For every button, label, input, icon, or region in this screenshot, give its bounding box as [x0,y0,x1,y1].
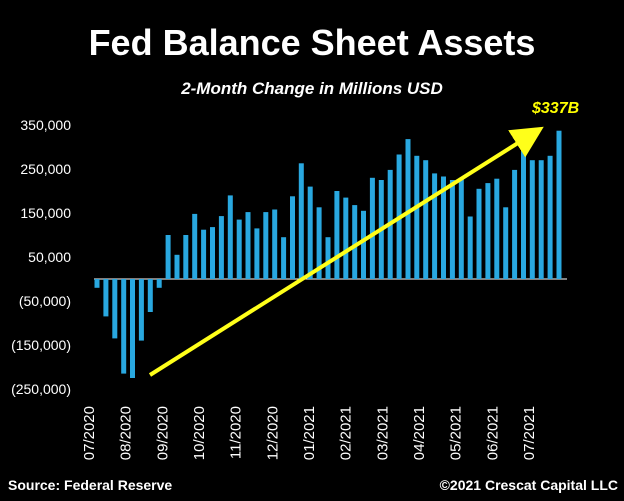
x-tick-label: 08/2020 [118,406,135,460]
bar [423,160,429,279]
y-tick-label: (250,000) [11,381,71,397]
bar [272,209,278,279]
copyright-label: ©2021 Crescat Capital LLC [439,477,618,493]
x-tick-label: 04/2021 [411,406,428,460]
x-axis: 07/2020 08/2020 09/2020 10/2020 11/2020 12/20… [81,406,538,460]
bar [112,279,118,339]
bar [165,235,171,279]
y-tick-label: (150,000) [11,337,71,353]
bar [103,279,109,317]
bar [503,207,509,279]
x-tick-label: 10/2020 [191,406,208,460]
x-tick-label: 05/2021 [448,406,465,460]
x-tick-label: 12/2020 [264,406,281,460]
bar [449,180,455,279]
bar [201,229,207,279]
bar [138,279,144,341]
bar [485,183,491,279]
bar [458,177,464,279]
y-tick-label: 150,000 [20,205,71,221]
bar [121,279,127,374]
bar [369,177,375,279]
bar [281,237,287,279]
bar [94,279,100,288]
bar [218,216,224,279]
bar [156,279,162,288]
bar [414,155,420,279]
bar [361,210,366,279]
bar [352,205,358,279]
chart-title: Fed Balance Sheet Assets [88,22,536,63]
bar [245,212,251,279]
bar [441,176,446,279]
x-tick-label: 09/2020 [154,406,171,460]
bar [316,207,322,279]
bar [147,279,153,312]
callout-label: $337B [531,100,579,117]
x-tick-label: 06/2021 [484,406,501,460]
y-tick-label: 50,000 [28,249,71,265]
chart-subtitle: 2-Month Change in Millions USD [181,79,443,98]
bar [236,219,242,279]
bar [210,227,215,279]
bar [432,173,438,279]
x-tick-label: 01/2021 [301,406,318,460]
bar [290,196,295,279]
y-axis: 350,000 250,000 150,000 50,000 (50,000) (150,… [11,117,71,397]
bar [476,188,482,279]
bar [343,197,349,279]
y-tick-label: 350,000 [20,117,71,133]
bar [183,235,189,279]
trend-arrow [148,126,544,377]
bar [467,216,473,279]
bar [494,178,500,279]
x-tick-label: 11/2020 [228,406,245,459]
bar-series [94,130,562,378]
bar [192,213,198,279]
x-tick-label: 03/2021 [374,406,391,460]
bar [405,139,411,279]
bar [538,160,544,279]
bar [547,155,553,279]
bar [307,186,313,279]
y-tick-label: (50,000) [19,293,71,309]
bar [512,169,518,279]
y-tick-label: 250,000 [20,161,71,177]
source-label: Source: Federal Reserve [8,477,173,493]
x-tick-label: 07/2020 [81,406,98,460]
bar [556,130,562,279]
bar [529,160,535,279]
bar [334,191,340,279]
bar [298,163,304,279]
bar [174,254,180,279]
x-tick-label: 07/2021 [521,406,538,460]
bar [227,195,233,279]
bar [325,237,331,279]
bar [130,279,135,378]
bar [254,228,260,279]
bar [521,136,526,279]
x-tick-label: 02/2021 [338,406,355,460]
bar [263,212,269,279]
